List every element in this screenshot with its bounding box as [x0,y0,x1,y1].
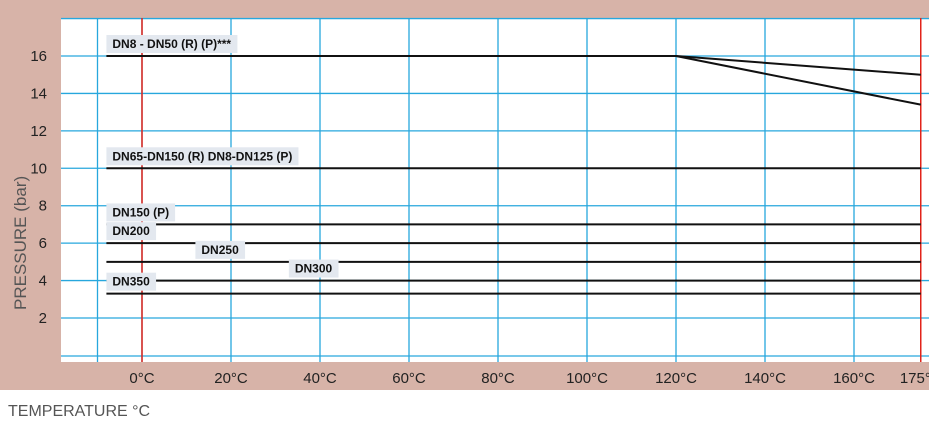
series-label-dn8-dn50-r-p: DN8 - DN50 (R) (P)*** [112,37,231,51]
x-tick-label: 160°C [833,370,875,387]
series-label-box [106,147,299,166]
series-line-ci [675,55,921,106]
x-tick-labels: 0°C 20°C 40°C 60°C 80°C 100°C 120°C 140°C 160°C 1… [129,370,929,387]
y-tick-label: 10 [30,160,47,177]
series-label-dn150-p: DN150 (P) [112,205,169,219]
series-label-box [106,222,157,241]
y-tick-label: 8 [39,198,47,215]
x-tick-label: 60°C [392,370,426,387]
reference-lines [141,18,922,362]
x-tick-label: 80°C [481,370,515,387]
x-axis-label: TEMPERATURE °C [8,403,150,420]
y-tick-label: 2 [39,310,47,327]
series-labels: DN8 - DN50 (R) (P)***SGCIDN65-DN150 (R) … [106,35,339,291]
y-tick-label: 12 [30,123,47,140]
series-label-dn200: DN200 [112,224,150,238]
plot-area [61,18,929,362]
series-label-dn350: DN350 [112,275,150,289]
x-tick-label: 140°C [744,370,786,387]
series-label-dn250: DN250 [201,243,239,257]
x-tick-label: 40°C [303,370,337,387]
x-tick-label: 20°C [214,370,248,387]
x-tick-label: 100°C [566,370,608,387]
series-label-box [288,259,339,278]
y-tick-label: 4 [39,273,47,290]
y-axis-label: PRESSURE (bar) [11,176,30,310]
x-tick-label: 0°C [129,370,154,387]
series-label-dn65-dn150-r-dn8-dn125-p: DN65-DN150 (R) DN8-DN125 (P) [112,149,292,163]
series-label-box [106,272,157,291]
y-tick-labels: 2 4 6 8 10 12 14 16 [30,48,47,327]
series-label-box [106,203,176,222]
y-tick-label: 14 [30,85,47,102]
x-tick-label: 120°C [655,370,697,387]
series-label-dn300: DN300 [295,262,333,276]
series-line-sg [675,55,921,76]
y-tick-label: 6 [39,235,47,252]
series-label-box [195,240,246,259]
x-tick-label: 175°C [900,370,929,387]
series-label-box [106,35,238,53]
y-tick-label: 16 [30,48,47,65]
